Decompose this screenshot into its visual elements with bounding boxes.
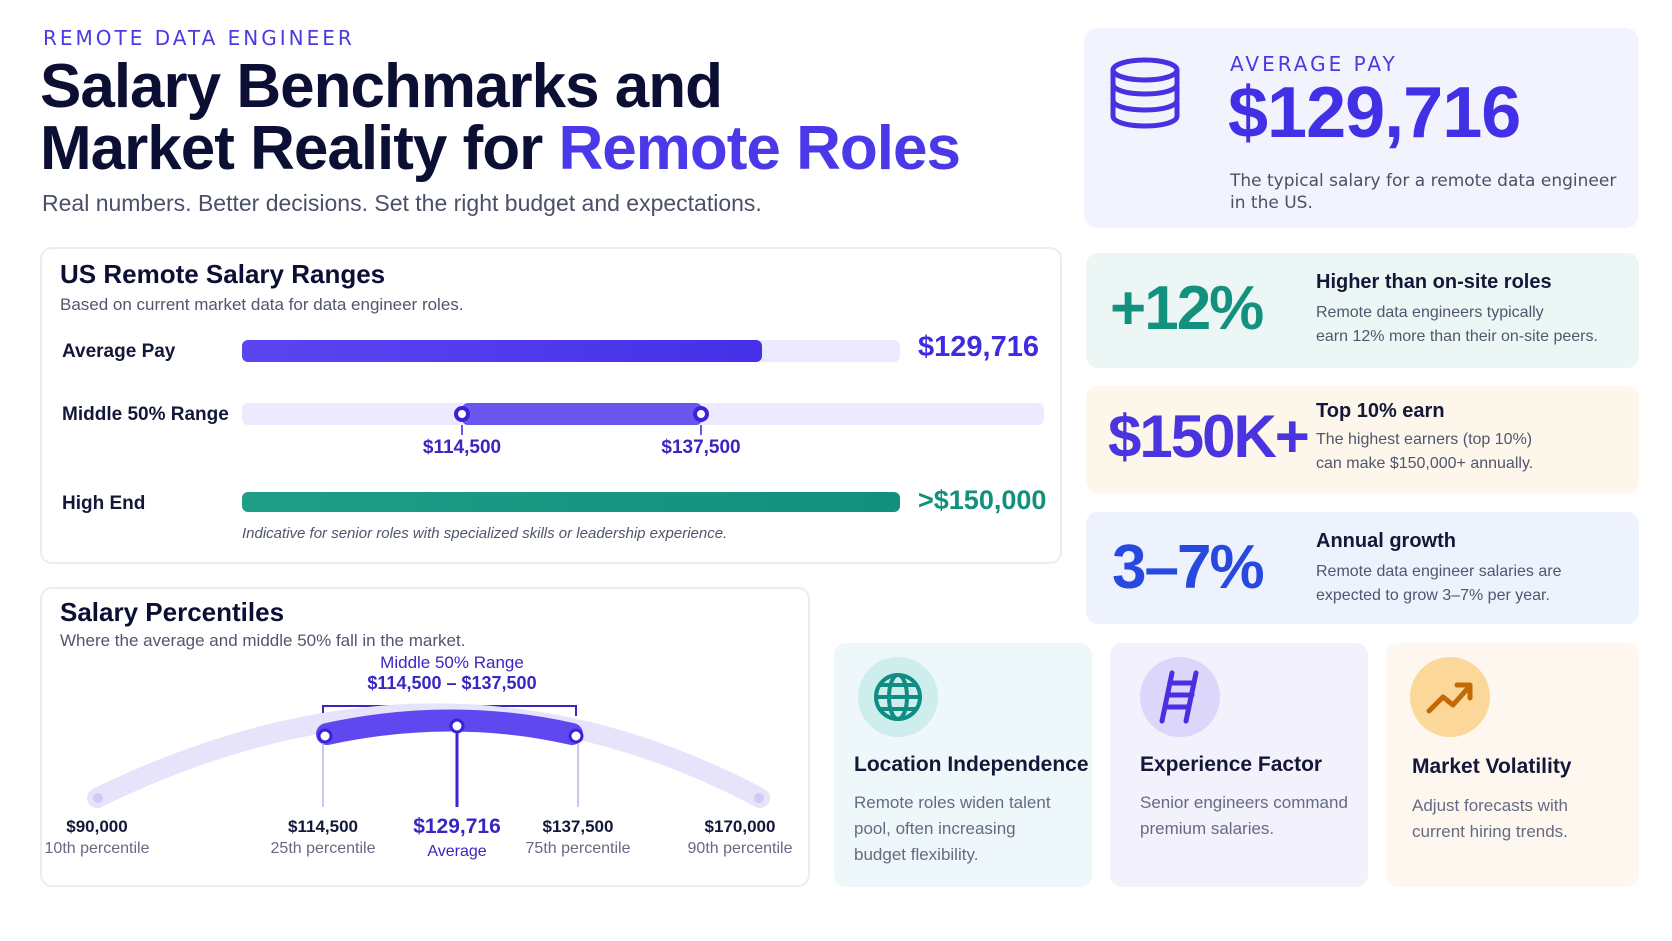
- stat-top10-desc: The highest earners (top 10%) can make $…: [1316, 428, 1533, 476]
- average-pay-value: $129,716: [918, 331, 1039, 363]
- feature-location-desc: Remote roles widen talent pool, often in…: [854, 790, 1051, 868]
- average-point: [449, 718, 465, 734]
- p10-point: [93, 793, 103, 803]
- p75-point: [568, 728, 584, 744]
- stat-growth-title: Annual growth: [1316, 530, 1456, 552]
- feature-experience-desc: Senior engineers command premium salarie…: [1140, 790, 1348, 842]
- salary-percentiles-card: Salary Percentiles Where the average and…: [40, 587, 810, 887]
- title-line-2a: Market Reality for: [40, 114, 559, 183]
- feature-card-volatility: Market Volatility Adjust forecasts with …: [1386, 643, 1639, 887]
- middle-range-high-marker: [693, 406, 709, 422]
- bracket-title: Middle 50% Range: [380, 653, 524, 672]
- p75-label: 75th percentile: [525, 840, 631, 857]
- trend-up-icon: [1410, 657, 1490, 737]
- globe-icon: [858, 657, 938, 737]
- stat-growth-value: 3–7%: [1112, 533, 1265, 602]
- middle-range-arc: [316, 709, 583, 745]
- feature-volatility-desc-1: Adjust forecasts with: [1412, 796, 1568, 815]
- middle-range-low-marker: [454, 406, 470, 422]
- feature-volatility-title: Market Volatility: [1412, 755, 1572, 778]
- stat-card-top10: $150K+ Top 10% earn The highest earners …: [1086, 386, 1639, 493]
- p25-point: [317, 728, 333, 744]
- stat-onsite-value: +12%: [1110, 274, 1264, 343]
- p25-value: $114,500: [288, 817, 358, 836]
- average-desc-line-2: in the US.: [1230, 193, 1313, 213]
- middle-range-label: Middle 50% Range: [62, 404, 229, 425]
- average-pay-card: AVERAGE PAY $129,716 The typical salary …: [1084, 28, 1639, 228]
- high-tick: [700, 425, 702, 435]
- stat-growth-desc-2: expected to grow 3–7% per year.: [1316, 587, 1550, 604]
- average-card-value: $129,716: [1228, 73, 1521, 153]
- stat-onsite-desc-1: Remote data engineers typically: [1316, 304, 1544, 321]
- stat-growth-desc: Remote data engineer salaries are expect…: [1316, 560, 1561, 608]
- ranges-title: US Remote Salary Ranges: [60, 259, 386, 289]
- average-card-eyebrow: AVERAGE PAY: [1230, 52, 1398, 76]
- high-end-value: >$150,000: [918, 485, 1047, 515]
- high-end-bar: [242, 492, 900, 512]
- high-end-label: High End: [62, 493, 146, 514]
- feature-volatility-desc: Adjust forecasts with current hiring tre…: [1412, 793, 1568, 845]
- average-value: $129,716: [413, 815, 501, 838]
- stat-onsite-desc-2: earn 12% more than their on-site peers.: [1316, 328, 1598, 345]
- stat-top10-desc-1: The highest earners (top 10%): [1316, 431, 1533, 448]
- p75-value: $137,500: [542, 817, 614, 836]
- low-tick: [461, 425, 463, 435]
- feature-card-experience: Experience Factor Senior engineers comma…: [1110, 643, 1368, 887]
- average-pay-label: Average Pay: [62, 341, 176, 362]
- feature-location-desc-1: Remote roles widen talent: [854, 793, 1051, 812]
- average-desc-line-1: The typical salary for a remote data eng…: [1230, 171, 1617, 191]
- average-card-desc: The typical salary for a remote data eng…: [1230, 170, 1616, 214]
- feature-location-title: Location Independence: [854, 753, 1089, 776]
- middle-range-high-value: $137,500: [661, 437, 741, 458]
- feature-location-desc-3: budget flexibility.: [854, 845, 979, 864]
- p90-point: [754, 793, 764, 803]
- percentiles-title: Salary Percentiles: [60, 597, 285, 627]
- page-subtitle: Real numbers. Better decisions. Set the …: [42, 190, 762, 216]
- feature-experience-title: Experience Factor: [1140, 753, 1323, 776]
- stat-top10-value: $150K+: [1108, 403, 1310, 470]
- stat-card-onsite: +12% Higher than on-site roles Remote da…: [1086, 253, 1639, 368]
- ladder-icon: [1140, 657, 1220, 737]
- middle-range-bar: [462, 403, 702, 425]
- p10-value: $90,000: [66, 817, 128, 836]
- stat-onsite-title: Higher than on-site roles: [1316, 271, 1552, 293]
- p10-label: 10th percentile: [44, 840, 150, 857]
- title-line-1: Salary Benchmarks and: [40, 52, 723, 121]
- stat-card-growth: 3–7% Annual growth Remote data engineer …: [1086, 512, 1639, 624]
- p90-value: $170,000: [704, 817, 776, 836]
- title-line-2: Market Reality for Remote Roles: [40, 118, 961, 180]
- stat-top10-title: Top 10% earn: [1316, 400, 1445, 422]
- ranges-subtitle: Based on current market data for data en…: [60, 295, 464, 314]
- average-label: Average: [427, 843, 487, 860]
- coins-icon: [1106, 56, 1184, 144]
- salary-ranges-card: US Remote Salary Ranges Based on current…: [40, 247, 1062, 564]
- feature-location-desc-2: pool, often increasing: [854, 819, 1016, 838]
- percentile-curve: [87, 703, 770, 808]
- middle-range-low-value: $114,500: [422, 437, 502, 458]
- feature-card-location: Location Independence Remote roles widen…: [834, 643, 1092, 887]
- feature-experience-desc-1: Senior engineers command: [1140, 793, 1348, 812]
- title-highlight: Remote Roles: [558, 114, 961, 183]
- average-pay-bar: [242, 340, 762, 362]
- average-pay-track: [242, 340, 900, 362]
- eyebrow: REMOTE DATA ENGINEER: [43, 26, 355, 50]
- bracket-range: $114,500 – $137,500: [367, 673, 537, 693]
- feature-experience-desc-2: premium salaries.: [1140, 819, 1275, 838]
- stat-top10-desc-2: can make $150,000+ annually.: [1316, 455, 1534, 472]
- stat-onsite-desc: Remote data engineers typically earn 12%…: [1316, 301, 1598, 349]
- p90-label: 90th percentile: [687, 840, 793, 857]
- high-end-note: Indicative for senior roles with special…: [242, 525, 728, 542]
- stat-growth-desc-1: Remote data engineer salaries are: [1316, 563, 1562, 580]
- page-title: Salary Benchmarks and Market Reality for…: [40, 52, 961, 180]
- p25-label: 25th percentile: [270, 840, 376, 857]
- feature-volatility-desc-2: current hiring trends.: [1412, 822, 1568, 841]
- percentiles-subtitle: Where the average and middle 50% fall in…: [60, 631, 466, 650]
